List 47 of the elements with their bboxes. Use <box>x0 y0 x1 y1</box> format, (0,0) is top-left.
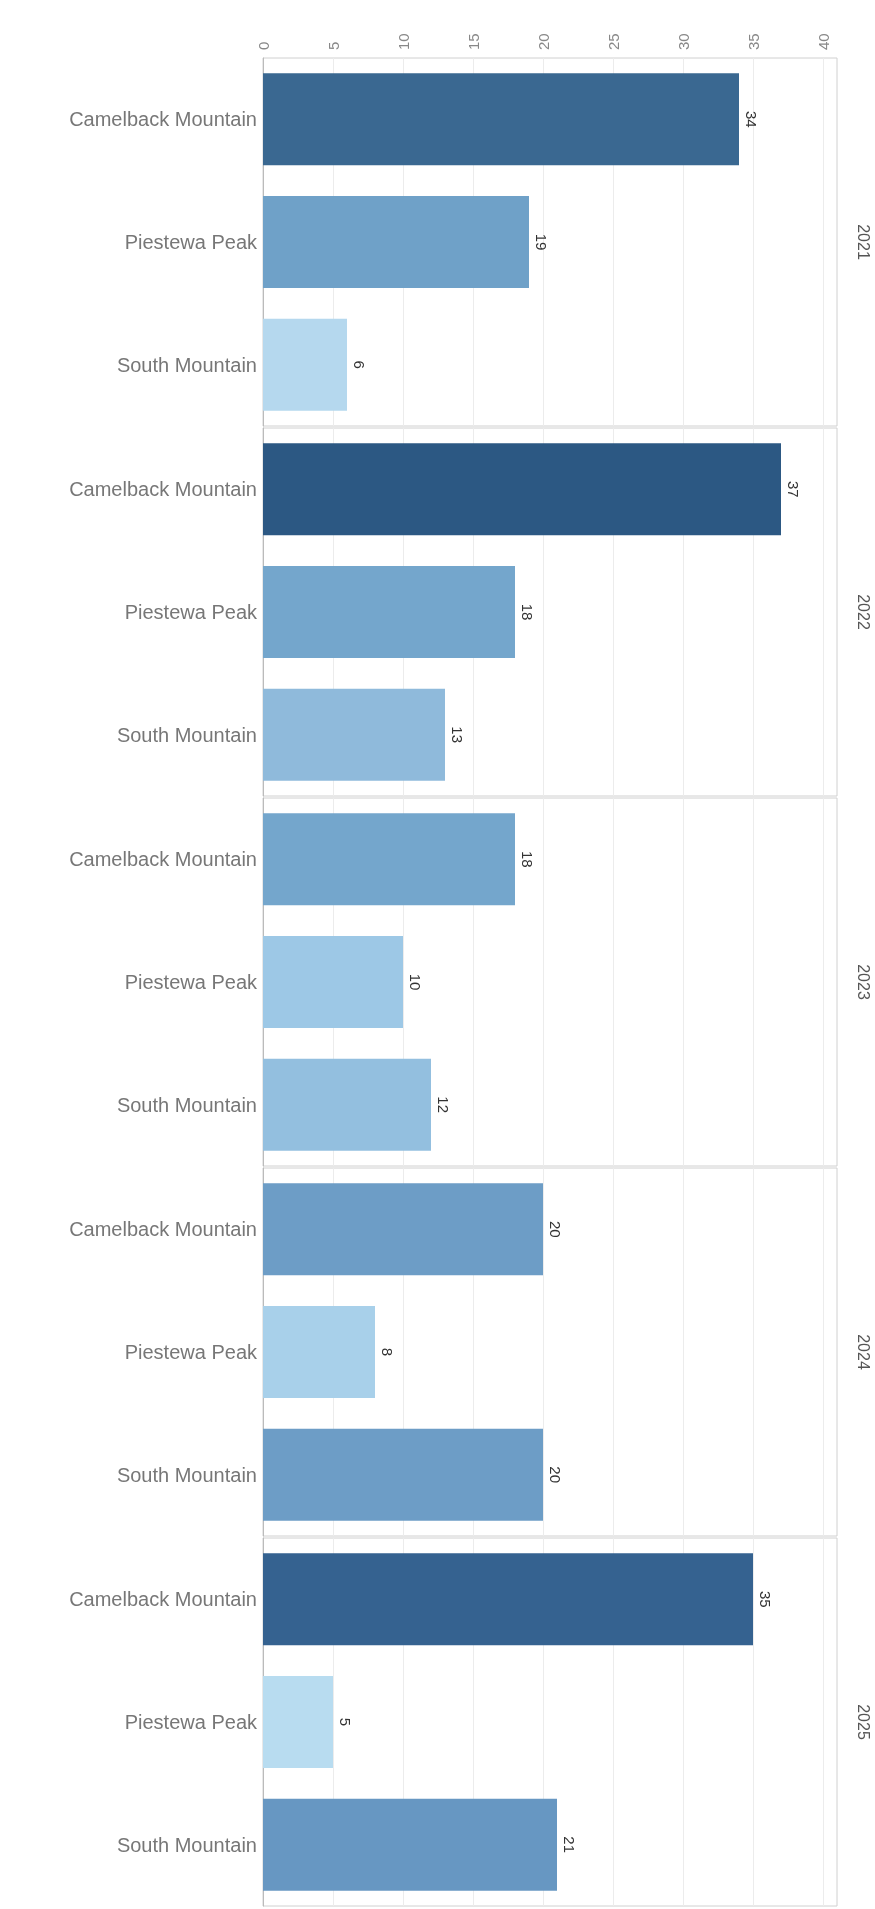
data-label: 21 <box>560 1836 578 1854</box>
x-tick-label: 35 <box>744 33 762 50</box>
y-tick-label: Camelback Mountain <box>69 1218 257 1241</box>
data-label: 5 <box>336 1717 354 1727</box>
data-label: 13 <box>448 726 466 744</box>
data-label: 10 <box>406 973 424 991</box>
x-tick-label: 5 <box>324 41 342 50</box>
x-tick-label: 10 <box>394 33 412 50</box>
data-label: 19 <box>532 233 550 251</box>
y2-axis-title: 2025 <box>854 1704 872 1740</box>
data-label: 20 <box>546 1466 564 1484</box>
x-tick-label: 30 <box>674 33 692 50</box>
y-tick-label: Piestewa Peak <box>124 971 258 993</box>
x-tick-label: 0 <box>254 41 272 50</box>
data-label: 34 <box>742 110 760 128</box>
data-label: 35 <box>756 1590 774 1608</box>
y-tick-label: Piestewa Peak <box>124 231 258 253</box>
y-tick-label: Camelback Mountain <box>69 478 257 501</box>
data-label: 12 <box>434 1096 452 1114</box>
y-tick-label: Piestewa Peak <box>124 601 258 623</box>
data-label: 18 <box>518 603 536 621</box>
x-tick-label: 20 <box>534 33 552 50</box>
y-tick-label: South Mountain <box>116 1463 257 1486</box>
data-label: 18 <box>518 850 536 868</box>
y2-axis-title: 2021 <box>854 224 872 260</box>
data-label: 20 <box>546 1220 564 1238</box>
y2-axis-title: 2024 <box>854 1334 872 1370</box>
data-label: 8 <box>378 1347 396 1357</box>
y2-axis-title: 2022 <box>854 594 872 630</box>
y-tick-label: South Mountain <box>116 1093 257 1116</box>
data-label: 6 <box>350 360 368 369</box>
y-tick-label: Piestewa Peak <box>124 1341 258 1363</box>
data-label: 37 <box>784 480 802 498</box>
y-tick-label: South Mountain <box>116 353 257 376</box>
x-tick-label: 40 <box>814 33 832 50</box>
y-tick-label: South Mountain <box>116 1833 257 1856</box>
y-tick-label: Piestewa Peak <box>124 1711 258 1733</box>
y-tick-label: Camelback Mountain <box>69 848 257 871</box>
x-tick-label: 15 <box>464 33 482 50</box>
x-tick-label: 25 <box>604 33 622 50</box>
y-tick-label: Camelback Mountain <box>69 108 257 131</box>
y-tick-label: South Mountain <box>116 723 257 746</box>
bar <box>263 73 739 166</box>
y2-axis-title: 2023 <box>854 964 872 1000</box>
bar <box>263 318 347 411</box>
bar <box>263 196 529 288</box>
y-tick-label: Camelback Mountain <box>69 1588 257 1611</box>
